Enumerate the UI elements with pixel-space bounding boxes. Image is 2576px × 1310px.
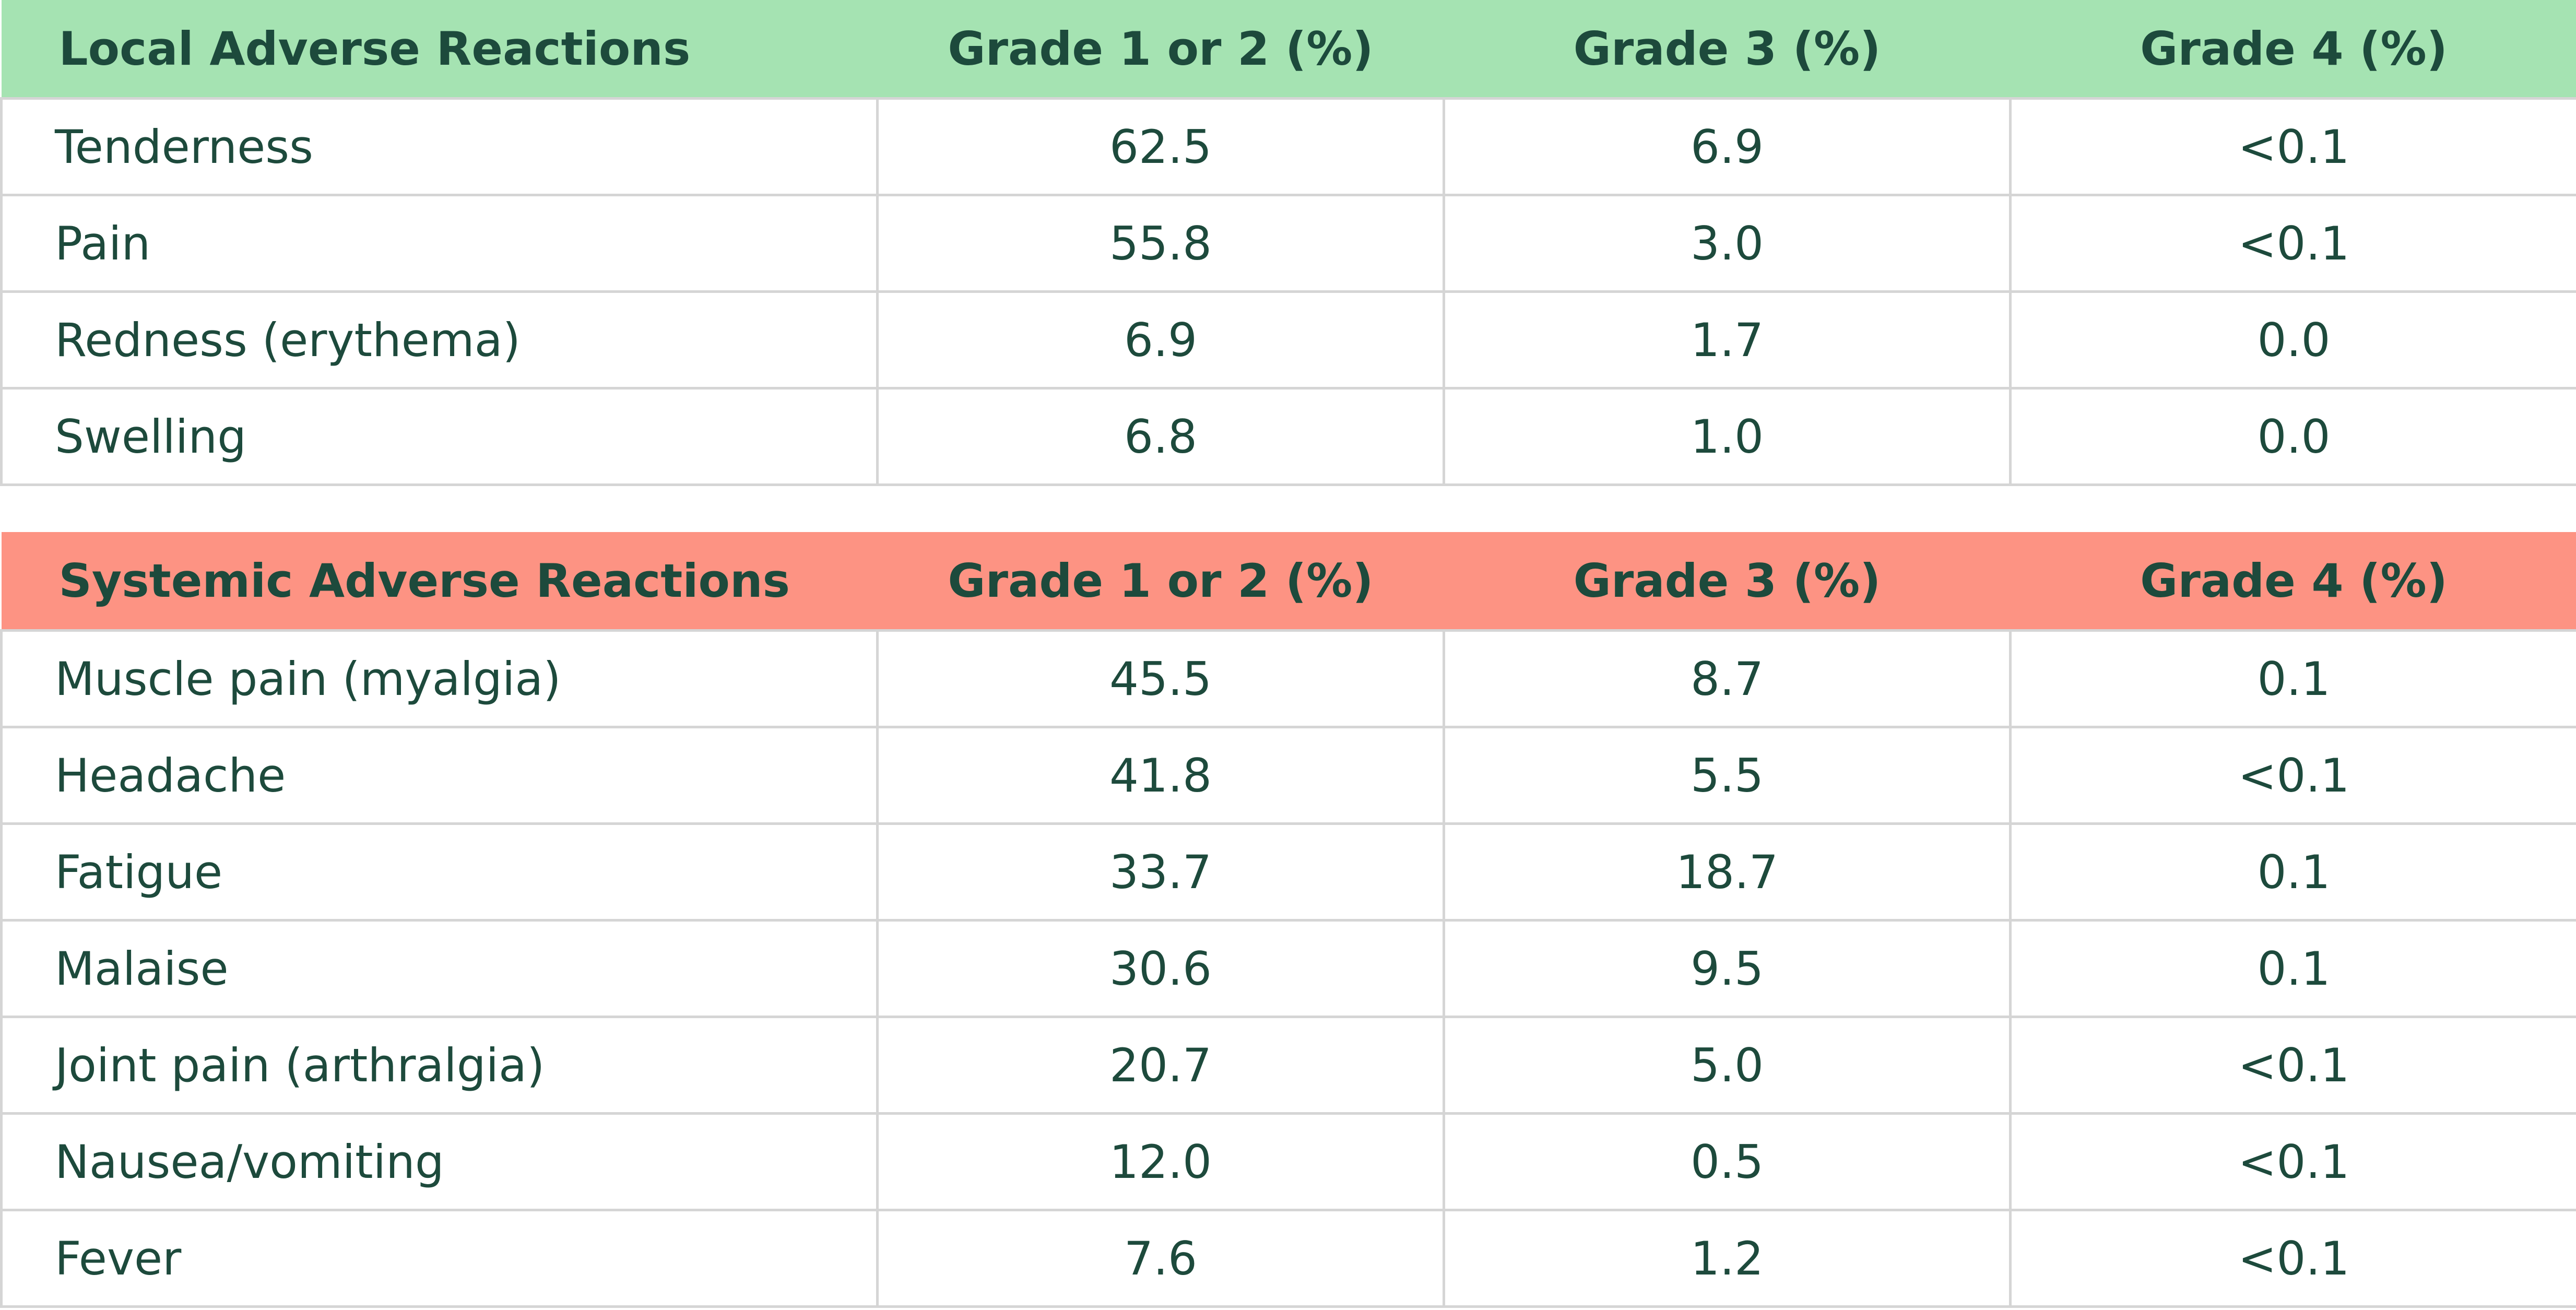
grade-3-value: 9.5 [1443,919,2012,1018]
table-row: Pain 55.8 3.0 <0.1 [0,194,2576,293]
grade-3-value: 8.7 [1443,629,2012,728]
reaction-name: Tenderness [0,97,879,196]
table-header-row: Systemic Adverse Reactions Grade 1 or 2 … [1,532,2576,631]
grade-1-2-value: 55.8 [876,194,1445,293]
grade-1-2-value: 33.7 [876,822,1445,922]
grade-4-value: <0.1 [2009,1209,2576,1308]
grade-4-value: 0.1 [2009,822,2576,922]
table-row: Joint pain (arthralgia) 20.7 5.0 <0.1 [0,1016,2576,1115]
table-row: Muscle pain (myalgia) 45.5 8.7 0.1 [0,629,2576,728]
reaction-name: Headache [0,726,879,825]
header-grade-4: Grade 4 (%) [2140,21,2448,76]
grade-3-value: 5.5 [1443,726,2012,825]
table-header-row: Local Adverse Reactions Grade 1 or 2 (%)… [1,0,2576,99]
reaction-name: Pain [0,194,879,293]
grade-1-2-value: 6.8 [876,387,1445,486]
header-grade-1-2: Grade 1 or 2 (%) [948,21,1374,76]
reaction-name: Joint pain (arthralgia) [0,1016,879,1115]
table-row: Nausea/vomiting 12.0 0.5 <0.1 [0,1112,2576,1211]
table-row: Malaise 30.6 9.5 0.1 [0,919,2576,1018]
reaction-name: Redness (erythema) [0,290,879,390]
reaction-name: Fatigue [0,822,879,922]
table-row: Fever 7.6 1.2 <0.1 [0,1209,2576,1308]
grade-1-2-value: 41.8 [876,726,1445,825]
grade-3-value: 0.5 [1443,1112,2012,1211]
table-row: Tenderness 62.5 6.9 <0.1 [0,97,2576,196]
table-row: Swelling 6.8 1.0 0.0 [0,387,2576,486]
table-row: Headache 41.8 5.5 <0.1 [0,726,2576,825]
grade-1-2-value: 20.7 [876,1016,1445,1115]
grade-1-2-value: 62.5 [876,97,1445,196]
grade-3-value: 1.0 [1443,387,2012,486]
table-row: Fatigue 33.7 18.7 0.1 [0,822,2576,922]
grade-1-2-value: 12.0 [876,1112,1445,1211]
reaction-name: Malaise [0,919,879,1018]
reaction-name: Muscle pain (myalgia) [0,629,879,728]
grade-1-2-value: 30.6 [876,919,1445,1018]
grade-4-value: 0.0 [2009,290,2576,390]
grade-3-value: 6.9 [1443,97,2012,196]
header-reaction: Systemic Adverse Reactions [58,553,790,608]
table-row: Redness (erythema) 6.9 1.7 0.0 [0,290,2576,390]
grade-1-2-value: 7.6 [876,1209,1445,1308]
grade-4-value: <0.1 [2009,194,2576,293]
grade-3-value: 1.7 [1443,290,2012,390]
header-grade-1-2: Grade 1 or 2 (%) [948,553,1374,608]
header-grade-4: Grade 4 (%) [2140,553,2448,608]
grade-4-value: 0.1 [2009,629,2576,728]
grade-1-2-value: 45.5 [876,629,1445,728]
grade-4-value: 0.0 [2009,387,2576,486]
reaction-name: Swelling [0,387,879,486]
grade-4-value: 0.1 [2009,919,2576,1018]
systemic-adverse-reactions-table: Systemic Adverse Reactions Grade 1 or 2 … [0,532,2576,1308]
header-grade-3: Grade 3 (%) [1573,553,1881,608]
reaction-name: Nausea/vomiting [0,1112,879,1211]
grade-3-value: 1.2 [1443,1209,2012,1308]
header-reaction: Local Adverse Reactions [58,21,691,76]
reaction-name: Fever [0,1209,879,1308]
grade-4-value: <0.1 [2009,1016,2576,1115]
grade-3-value: 3.0 [1443,194,2012,293]
grade-4-value: <0.1 [2009,97,2576,196]
grade-3-value: 5.0 [1443,1016,2012,1115]
grade-4-value: <0.1 [2009,726,2576,825]
grade-1-2-value: 6.9 [876,290,1445,390]
header-grade-3: Grade 3 (%) [1573,21,1881,76]
grade-4-value: <0.1 [2009,1112,2576,1211]
grade-3-value: 18.7 [1443,822,2012,922]
local-adverse-reactions-table: Local Adverse Reactions Grade 1 or 2 (%)… [0,0,2576,486]
